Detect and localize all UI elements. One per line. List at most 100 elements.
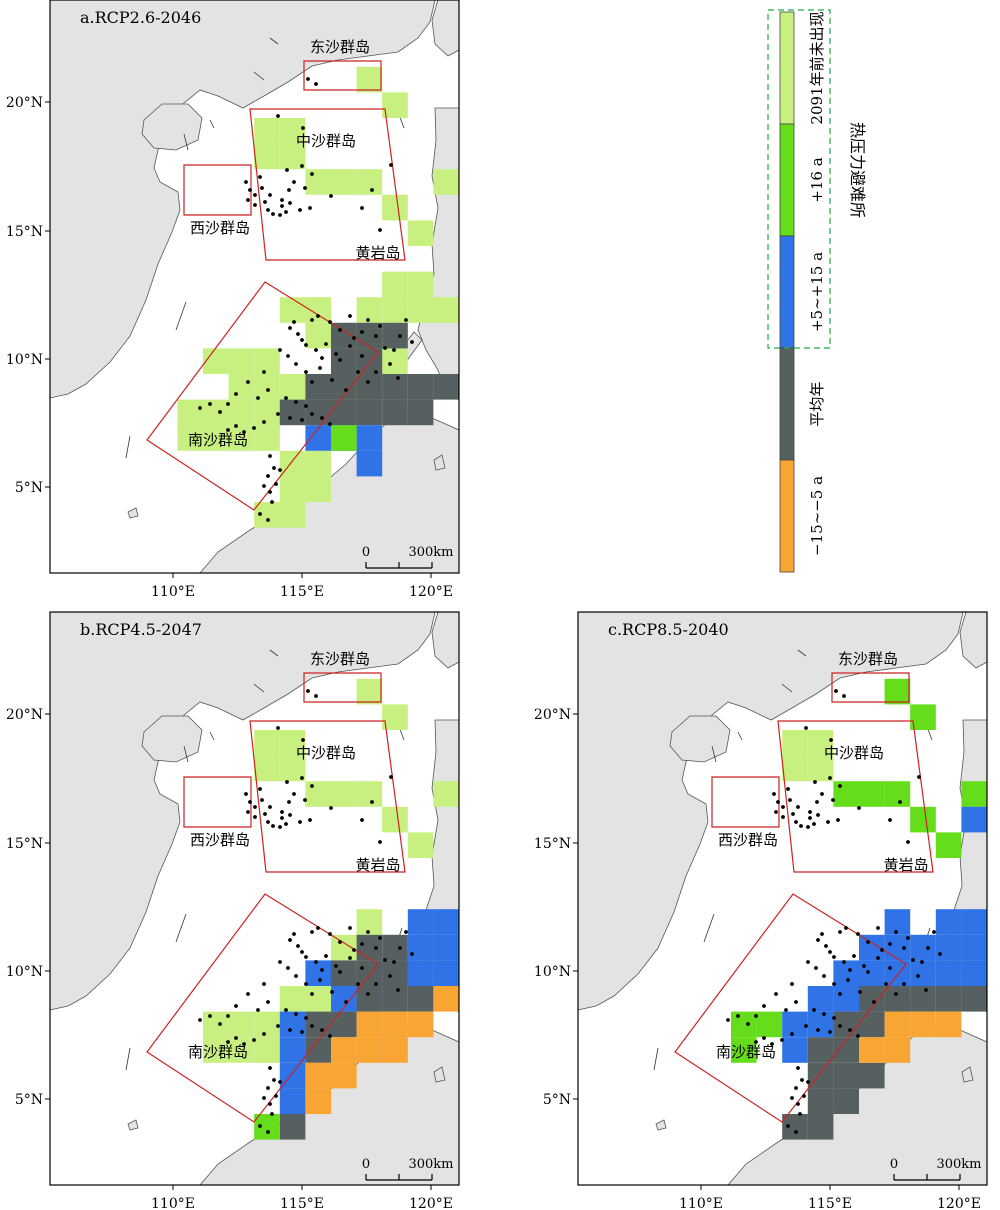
station-dot	[208, 1014, 212, 1018]
grid-cell-l	[177, 425, 203, 451]
station-dot	[300, 776, 304, 780]
region-label-nansha: 南沙群岛	[188, 431, 248, 449]
station-dot	[280, 816, 284, 820]
station-dot	[288, 938, 292, 942]
station-dot	[842, 694, 846, 698]
station-dot	[812, 1008, 816, 1012]
station-dot	[242, 430, 246, 434]
legend-swatch-g	[779, 123, 795, 237]
station-dot	[310, 992, 314, 996]
station-dot	[262, 420, 266, 424]
station-dot	[284, 822, 288, 826]
station-dot	[298, 208, 302, 212]
station-dot	[796, 1102, 800, 1106]
station-dot	[320, 968, 324, 972]
station-dot	[812, 822, 816, 826]
station-dot	[856, 932, 860, 936]
grid-cell-g	[935, 832, 962, 858]
grid-cell-l	[356, 297, 383, 323]
station-dot	[866, 940, 870, 944]
station-dot	[310, 380, 314, 384]
station-dot	[303, 798, 307, 802]
station-dot	[260, 798, 264, 802]
station-dot	[894, 930, 898, 934]
station-dot	[360, 206, 364, 210]
grid-cell-b	[961, 960, 987, 986]
station-dot	[378, 936, 382, 940]
station-dot	[284, 210, 288, 214]
station-dot	[310, 1024, 314, 1028]
station-dot	[383, 958, 387, 962]
station-dot	[370, 800, 374, 804]
station-dot	[328, 1034, 332, 1038]
station-dot	[310, 930, 314, 934]
station-dot	[784, 1008, 788, 1012]
station-dot	[770, 1042, 774, 1046]
grid-cell-d	[382, 322, 408, 349]
station-dot	[808, 810, 812, 814]
lon-tick-label: 115°E	[808, 1196, 852, 1210]
station-dot	[278, 348, 282, 352]
grid-cell-l	[356, 678, 383, 705]
station-dot	[304, 343, 308, 347]
grid-cell-d	[356, 374, 383, 400]
station-dot	[266, 1130, 270, 1134]
station-dot	[794, 1000, 798, 1004]
grid-cell-l	[305, 781, 331, 807]
station-dot	[398, 334, 402, 338]
grid-cell-l	[279, 374, 306, 400]
grid-cell-d	[407, 399, 434, 426]
grid-cell-o	[331, 1037, 357, 1063]
grid-cell-l	[228, 425, 255, 451]
station-dot	[844, 926, 848, 930]
legend-swatch-d	[779, 347, 795, 461]
region-label-xisha: 西沙群岛	[718, 831, 778, 849]
station-dot	[746, 1022, 750, 1026]
grid-cell-l	[433, 781, 459, 807]
station-dot	[320, 1028, 324, 1032]
scale-zero: 0	[890, 1157, 898, 1172]
grid-cell-b	[356, 450, 383, 477]
grid-cell-l	[254, 118, 280, 144]
station-dot	[246, 198, 250, 202]
grid-cell-d	[356, 322, 383, 349]
grid-cell-l	[203, 348, 229, 374]
grid-cell-d	[407, 986, 434, 1012]
station-dot	[276, 114, 280, 118]
station-dot	[788, 798, 792, 802]
station-dot	[328, 422, 332, 426]
station-dot	[262, 1032, 266, 1036]
station-dot	[298, 820, 302, 824]
station-dot	[258, 175, 262, 179]
station-dot	[248, 188, 252, 192]
grid-cell-l	[279, 986, 306, 1012]
legend-swatch-l	[779, 11, 795, 125]
grid-cell-l	[177, 399, 203, 426]
panel-title: b.RCP4.5-2047	[80, 620, 202, 639]
scale-bar: 0 300km	[362, 545, 454, 569]
station-dot	[310, 318, 314, 322]
station-dot	[266, 208, 270, 212]
station-dot	[320, 356, 324, 360]
station-dot	[274, 1094, 278, 1098]
grid-cell-l	[382, 297, 408, 323]
station-dot	[280, 198, 284, 202]
station-dot	[244, 180, 248, 184]
station-dot	[846, 978, 850, 982]
station-dot	[802, 1094, 806, 1098]
grid-cell-l	[228, 399, 255, 426]
station-dot	[888, 818, 892, 822]
region-box-xisha	[183, 776, 252, 828]
lat-tick-label: 20°N	[6, 707, 43, 723]
grid-cell-l	[279, 476, 306, 502]
grid-cell-b	[305, 960, 331, 986]
grid-cell-o	[356, 1011, 383, 1038]
station-dot	[806, 1080, 810, 1084]
station-dot	[278, 468, 282, 472]
station-dot	[258, 1124, 262, 1128]
station-dot	[198, 406, 202, 410]
lon-tick-label: 115°E	[280, 1196, 324, 1210]
grid-cell-b	[407, 934, 434, 961]
